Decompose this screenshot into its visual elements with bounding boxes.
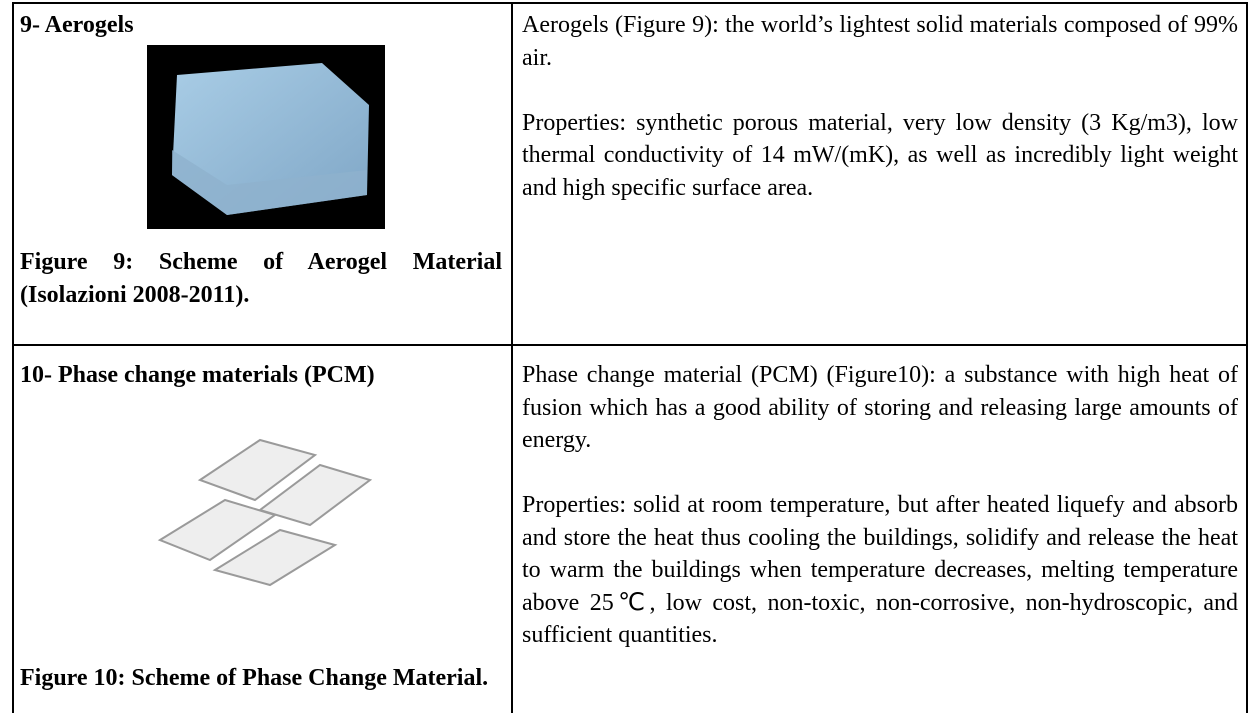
border: [511, 2, 513, 713]
border: [1246, 2, 1248, 713]
caption: Figure 10: Scheme of Phase Change Materi…: [20, 665, 489, 691]
paragraph: Phase change material (PCM) (Figure10): …: [522, 362, 1238, 453]
pcm-image: [157, 438, 373, 587]
border: [12, 2, 1248, 4]
paragraph: Aerogels (Figure 9): the world’s lightes…: [522, 12, 1238, 71]
description: Aerogels (Figure 9): the world’s lightes…: [522, 9, 1238, 237]
aerogel-image: [147, 45, 385, 229]
border: [12, 344, 1248, 346]
paragraph: Properties: solid at room temperature, b…: [522, 492, 1238, 648]
paragraph: Properties: synthetic porous material, v…: [522, 109, 1238, 201]
heading: 10- Phase change materials (PCM): [20, 362, 375, 388]
caption: Figure 9: Scheme of Aerogel Material (Is…: [20, 249, 502, 308]
heading: 9- Aerogels: [20, 12, 134, 38]
border: [12, 2, 14, 713]
description: Phase change material (PCM) (Figure10): …: [522, 359, 1238, 684]
